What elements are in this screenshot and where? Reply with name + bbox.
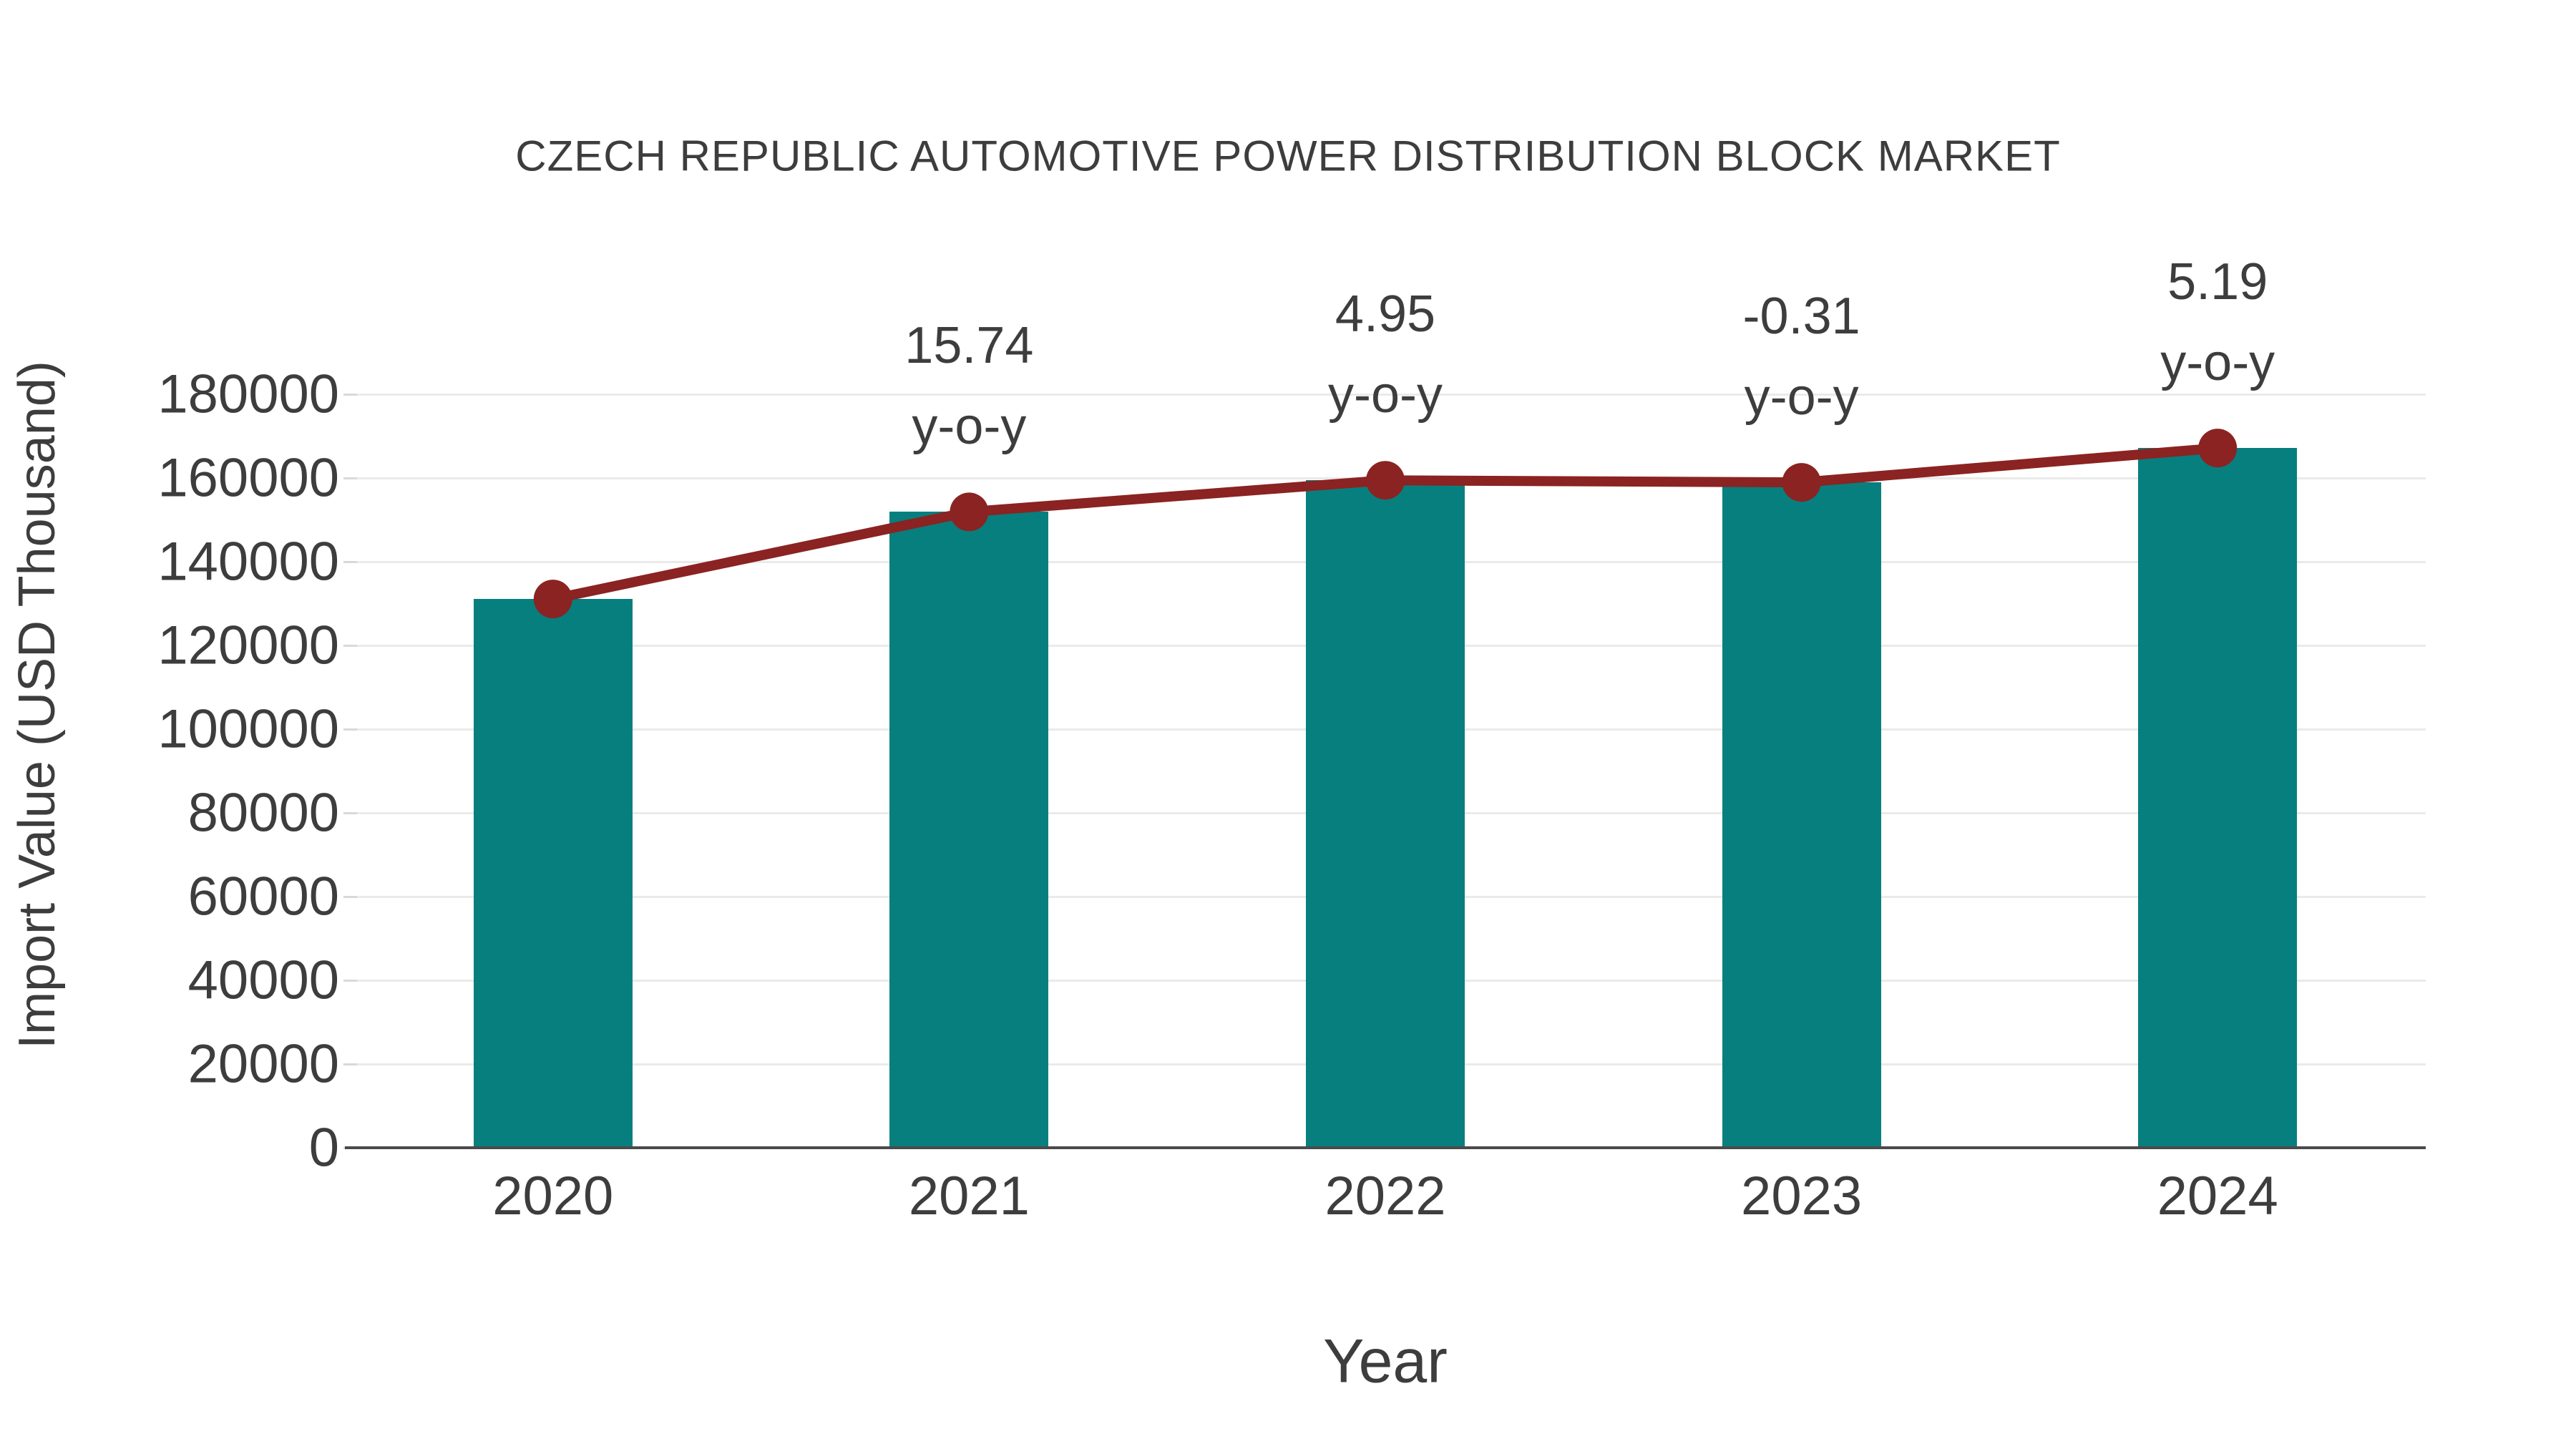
yoy-annotation-2022: 4.95 y-o-y bbox=[1328, 274, 1443, 436]
x-axis-line bbox=[345, 1146, 2426, 1149]
x-tick-label-2023: 2023 bbox=[1741, 1166, 1863, 1226]
yoy-value-2022: 4.95 bbox=[1335, 286, 1436, 343]
y-tick-label-120000: 120000 bbox=[157, 615, 339, 676]
chart-title: CZECH REPUBLIC AUTOMOTIVE POWER DISTRIBU… bbox=[515, 132, 2061, 180]
y-tick-mark-100000 bbox=[343, 728, 357, 731]
yoy-value-2023: -0.31 bbox=[1742, 288, 1860, 346]
y-tick-mark-160000 bbox=[343, 477, 357, 479]
x-axis-title: Year bbox=[1323, 1327, 1448, 1396]
yoy-annotation-2024: 5.19 y-o-y bbox=[2160, 242, 2275, 404]
yoy-suffix-2021: y-o-y bbox=[912, 398, 1027, 456]
y-tick-label-20000: 20000 bbox=[187, 1033, 339, 1095]
yoy-suffix-2024: y-o-y bbox=[2160, 334, 2275, 392]
bar-2020[interactable] bbox=[473, 599, 633, 1148]
yoy-suffix-2022: y-o-y bbox=[1328, 366, 1443, 424]
y-tick-label-0: 0 bbox=[308, 1117, 339, 1179]
y-tick-label-60000: 60000 bbox=[187, 866, 339, 927]
yoy-value-2021: 15.74 bbox=[904, 317, 1034, 375]
y-tick-label-80000: 80000 bbox=[187, 782, 339, 844]
yoy-annotation-2023: -0.31 y-o-y bbox=[1743, 276, 1860, 438]
yoy-suffix-2023: y-o-y bbox=[1744, 369, 1859, 426]
bar-2021[interactable] bbox=[889, 512, 1049, 1148]
x-tick-label-2021: 2021 bbox=[908, 1166, 1030, 1226]
x-tick-label-2024: 2024 bbox=[2157, 1166, 2278, 1226]
x-tick-label-2020: 2020 bbox=[492, 1166, 614, 1226]
yoy-annotation-2021: 15.74 y-o-y bbox=[904, 306, 1033, 467]
bar-2024[interactable] bbox=[2138, 448, 2298, 1148]
y-tick-mark-20000 bbox=[343, 1063, 357, 1065]
gridline-180000 bbox=[345, 393, 2426, 396]
y-tick-label-160000: 160000 bbox=[157, 447, 339, 509]
y-tick-label-100000: 100000 bbox=[157, 698, 339, 760]
y-tick-mark-60000 bbox=[343, 895, 357, 898]
y-tick-mark-140000 bbox=[343, 560, 357, 563]
y-tick-mark-180000 bbox=[343, 393, 357, 396]
y-tick-label-40000: 40000 bbox=[187, 950, 339, 1011]
y-tick-label-180000: 180000 bbox=[157, 364, 339, 425]
y-tick-mark-40000 bbox=[343, 979, 357, 982]
x-tick-label-2022: 2022 bbox=[1324, 1166, 1446, 1226]
yoy-value-2024: 5.19 bbox=[2167, 253, 2268, 311]
gridline-160000 bbox=[345, 477, 2426, 479]
bar-2023[interactable] bbox=[1722, 482, 1881, 1148]
y-tick-mark-120000 bbox=[343, 644, 357, 647]
y-tick-mark-80000 bbox=[343, 811, 357, 814]
y-tick-label-140000: 140000 bbox=[157, 531, 339, 592]
bar-2022[interactable] bbox=[1306, 480, 1465, 1148]
